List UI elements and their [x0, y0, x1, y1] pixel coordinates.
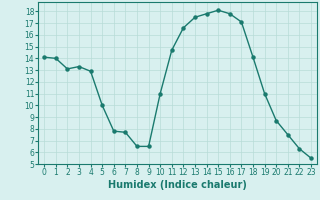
- X-axis label: Humidex (Indice chaleur): Humidex (Indice chaleur): [108, 180, 247, 190]
